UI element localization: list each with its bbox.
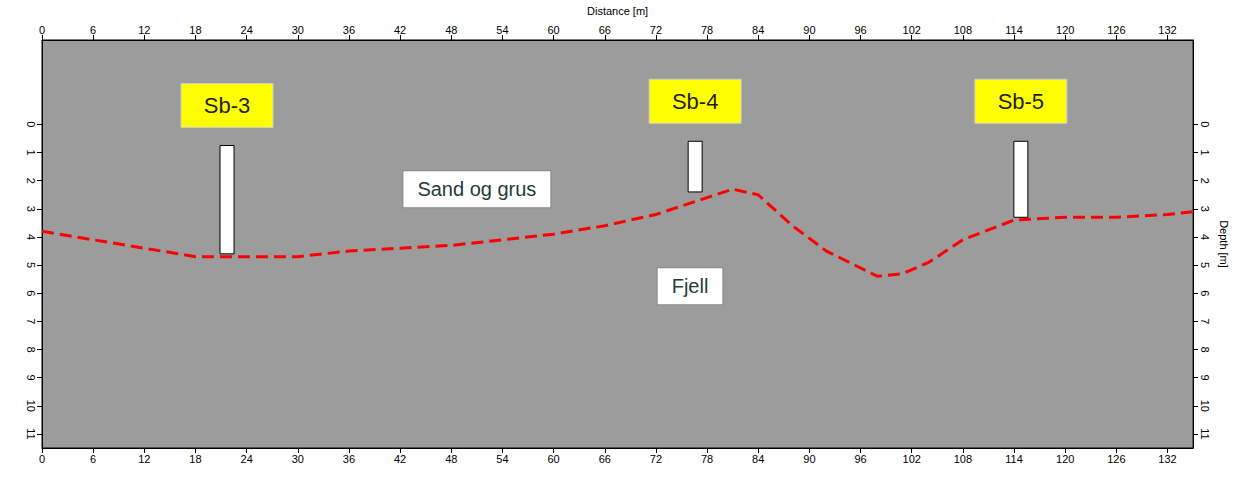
svg-text:1: 1: [25, 149, 37, 155]
svg-text:90: 90: [803, 24, 815, 36]
svg-text:0: 0: [25, 121, 37, 127]
svg-text:96: 96: [854, 24, 866, 36]
svg-text:Distance [m]: Distance [m]: [587, 5, 648, 17]
svg-text:72: 72: [650, 24, 662, 36]
svg-text:0: 0: [1199, 121, 1211, 127]
svg-text:1: 1: [1199, 149, 1211, 155]
svg-text:18: 18: [189, 24, 201, 36]
svg-text:11: 11: [25, 428, 37, 439]
svg-text:6: 6: [90, 24, 96, 36]
svg-text:102: 102: [903, 24, 921, 36]
svg-text:Sb-3: Sb-3: [204, 93, 250, 118]
svg-text:30: 30: [292, 24, 304, 36]
svg-text:132: 132: [1158, 24, 1176, 36]
svg-text:96: 96: [854, 453, 866, 465]
svg-text:60: 60: [547, 24, 559, 36]
svg-text:8: 8: [1199, 346, 1211, 352]
svg-text:42: 42: [394, 24, 406, 36]
svg-text:7: 7: [1199, 318, 1211, 324]
svg-text:30: 30: [292, 453, 304, 465]
svg-text:12: 12: [138, 24, 150, 36]
svg-text:4: 4: [25, 234, 37, 240]
svg-text:132: 132: [1158, 453, 1176, 465]
svg-text:120: 120: [1056, 453, 1074, 465]
svg-text:42: 42: [394, 453, 406, 465]
svg-text:36: 36: [343, 24, 355, 36]
svg-text:6: 6: [25, 290, 37, 296]
svg-text:24: 24: [241, 24, 253, 36]
svg-text:48: 48: [445, 24, 457, 36]
svg-text:120: 120: [1056, 24, 1074, 36]
svg-text:3: 3: [1199, 206, 1211, 212]
svg-text:48: 48: [445, 453, 457, 465]
svg-text:9: 9: [1199, 375, 1211, 381]
svg-text:54: 54: [496, 24, 508, 36]
svg-text:9: 9: [25, 375, 37, 381]
svg-text:60: 60: [547, 453, 559, 465]
svg-text:78: 78: [701, 24, 713, 36]
svg-text:10: 10: [1199, 400, 1211, 412]
svg-text:108: 108: [954, 24, 972, 36]
svg-text:0: 0: [39, 24, 45, 36]
svg-text:72: 72: [650, 453, 662, 465]
svg-text:4: 4: [1199, 234, 1211, 240]
svg-text:90: 90: [803, 453, 815, 465]
svg-text:66: 66: [599, 24, 611, 36]
svg-text:Sb-4: Sb-4: [672, 89, 718, 114]
svg-text:36: 36: [343, 453, 355, 465]
svg-text:0: 0: [39, 453, 45, 465]
svg-text:5: 5: [25, 262, 37, 268]
svg-text:102: 102: [903, 453, 921, 465]
svg-text:11: 11: [1199, 428, 1211, 439]
svg-text:126: 126: [1107, 453, 1125, 465]
svg-text:3: 3: [25, 206, 37, 212]
svg-text:2: 2: [1199, 178, 1211, 184]
svg-text:10: 10: [25, 400, 37, 412]
svg-text:66: 66: [599, 453, 611, 465]
svg-text:2: 2: [25, 178, 37, 184]
svg-text:5: 5: [1199, 262, 1211, 268]
svg-text:84: 84: [752, 453, 764, 465]
svg-text:Depth [m]: Depth [m]: [1218, 220, 1230, 268]
svg-text:78: 78: [701, 453, 713, 465]
svg-text:6: 6: [1199, 290, 1211, 296]
svg-text:7: 7: [25, 318, 37, 324]
svg-text:84: 84: [752, 24, 764, 36]
svg-text:12: 12: [138, 453, 150, 465]
svg-text:Sand og grus: Sand og grus: [417, 178, 536, 200]
svg-text:6: 6: [90, 453, 96, 465]
svg-text:54: 54: [496, 453, 508, 465]
svg-text:24: 24: [241, 453, 253, 465]
svg-text:126: 126: [1107, 24, 1125, 36]
svg-text:8: 8: [25, 346, 37, 352]
svg-text:114: 114: [1005, 453, 1023, 465]
svg-text:18: 18: [189, 453, 201, 465]
svg-text:108: 108: [954, 453, 972, 465]
svg-text:114: 114: [1005, 24, 1023, 36]
svg-text:Fjell: Fjell: [672, 275, 709, 297]
svg-text:Sb-5: Sb-5: [998, 89, 1044, 114]
